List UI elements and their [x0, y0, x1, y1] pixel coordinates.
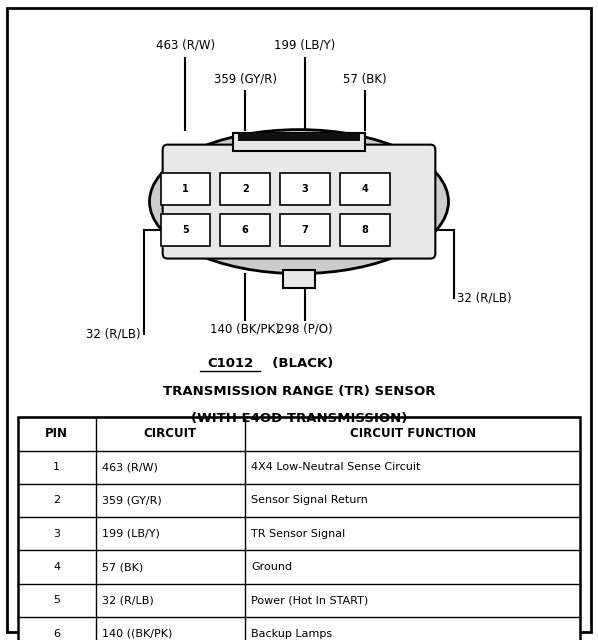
- FancyBboxPatch shape: [233, 133, 365, 151]
- Text: 57 (BK): 57 (BK): [343, 73, 386, 86]
- Bar: [18, 451, 580, 484]
- Bar: [18, 550, 580, 584]
- Text: 6: 6: [242, 225, 249, 236]
- FancyBboxPatch shape: [220, 214, 270, 246]
- Bar: [18, 517, 580, 550]
- Bar: [18, 617, 580, 640]
- Text: CIRCUIT: CIRCUIT: [144, 428, 197, 440]
- FancyBboxPatch shape: [160, 214, 210, 246]
- Text: 4: 4: [53, 562, 60, 572]
- Text: 140 ((BK/PK): 140 ((BK/PK): [102, 628, 172, 639]
- Text: 2: 2: [53, 495, 60, 506]
- FancyBboxPatch shape: [340, 173, 390, 205]
- FancyBboxPatch shape: [238, 133, 360, 141]
- Text: 140 (BK/PK): 140 (BK/PK): [210, 323, 280, 335]
- Text: Backup Lamps: Backup Lamps: [251, 628, 332, 639]
- Text: 359 (GY/R): 359 (GY/R): [213, 73, 277, 86]
- Text: TRANSMISSION RANGE (TR) SENSOR: TRANSMISSION RANGE (TR) SENSOR: [163, 385, 435, 398]
- Text: TR Sensor Signal: TR Sensor Signal: [251, 529, 346, 539]
- Bar: [18, 484, 580, 517]
- Text: 8: 8: [361, 225, 368, 236]
- Text: 359 (GY/R): 359 (GY/R): [102, 495, 161, 506]
- Text: 3: 3: [53, 529, 60, 539]
- Text: 4: 4: [361, 184, 368, 194]
- Text: 5: 5: [53, 595, 60, 605]
- Bar: [18, 417, 580, 451]
- Bar: [18, 417, 580, 640]
- Text: 3: 3: [301, 184, 309, 194]
- Text: 199 (LB/Y): 199 (LB/Y): [102, 529, 160, 539]
- Text: CIRCUIT FUNCTION: CIRCUIT FUNCTION: [350, 428, 475, 440]
- FancyBboxPatch shape: [280, 173, 330, 205]
- FancyBboxPatch shape: [220, 173, 270, 205]
- FancyBboxPatch shape: [282, 270, 316, 288]
- Text: PIN: PIN: [45, 428, 68, 440]
- Text: 2: 2: [242, 184, 249, 194]
- Text: 32 (R/LB): 32 (R/LB): [102, 595, 154, 605]
- FancyBboxPatch shape: [163, 145, 435, 259]
- Text: 4X4 Low-Neutral Sense Circuit: 4X4 Low-Neutral Sense Circuit: [251, 462, 420, 472]
- Text: Ground: Ground: [251, 562, 292, 572]
- Text: 1: 1: [53, 462, 60, 472]
- Text: Sensor Signal Return: Sensor Signal Return: [251, 495, 368, 506]
- Text: 5: 5: [182, 225, 189, 236]
- Text: 6: 6: [53, 628, 60, 639]
- Text: 298 (P/O): 298 (P/O): [277, 323, 333, 335]
- FancyBboxPatch shape: [280, 214, 330, 246]
- Text: 463 (R/W): 463 (R/W): [156, 38, 215, 51]
- Text: 57 (BK): 57 (BK): [102, 562, 143, 572]
- Text: (BLACK): (BLACK): [263, 357, 333, 370]
- Bar: [18, 584, 580, 617]
- Text: 1: 1: [182, 184, 189, 194]
- Text: 7: 7: [301, 225, 309, 236]
- Text: 199 (LB/Y): 199 (LB/Y): [274, 38, 335, 51]
- Text: 463 (R/W): 463 (R/W): [102, 462, 157, 472]
- Text: 32 (R/LB): 32 (R/LB): [86, 328, 141, 340]
- FancyBboxPatch shape: [340, 214, 390, 246]
- FancyBboxPatch shape: [7, 8, 591, 632]
- Text: 32 (R/LB): 32 (R/LB): [457, 291, 512, 304]
- Text: C1012: C1012: [207, 357, 254, 370]
- FancyBboxPatch shape: [160, 173, 210, 205]
- Text: Power (Hot In START): Power (Hot In START): [251, 595, 368, 605]
- Text: (WITH E4OD TRANSMISSION): (WITH E4OD TRANSMISSION): [191, 412, 407, 425]
- Ellipse shape: [150, 129, 448, 273]
